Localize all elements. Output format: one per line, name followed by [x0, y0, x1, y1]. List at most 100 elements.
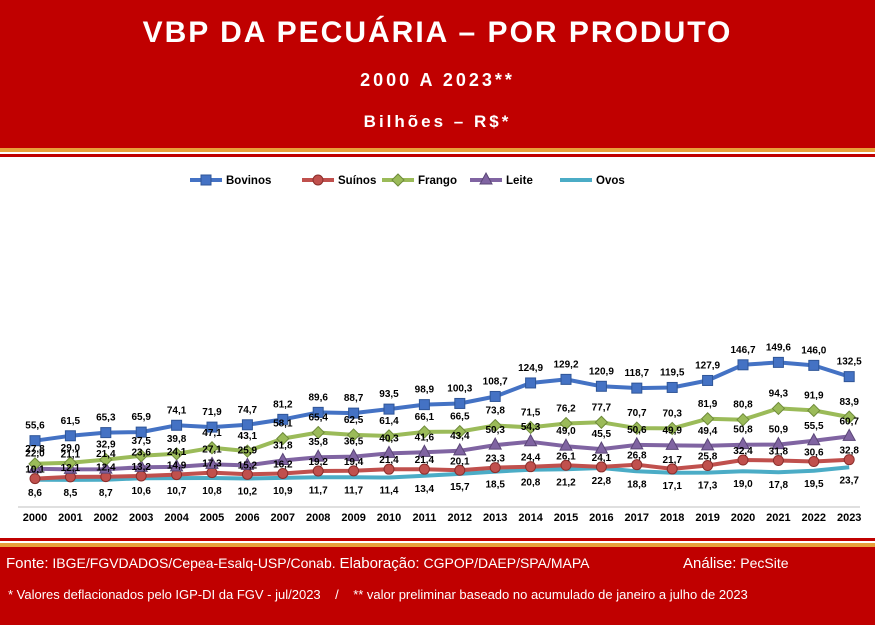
x-tick-label: 2023	[837, 512, 861, 524]
data-label-bovinos: 88,7	[344, 393, 364, 404]
data-label-suinos: 24,1	[592, 453, 612, 464]
point-suinos	[631, 459, 643, 471]
series-line-suinos	[34, 457, 850, 481]
data-label-ovos: 10,2	[238, 487, 258, 498]
x-tick-label: 2008	[306, 512, 330, 524]
point-leite	[417, 444, 432, 457]
source-line: Fonte: IBGE/FGVDADOS/Cepea-Esalq-USP/Con…	[6, 555, 589, 572]
data-label-leite: 49,4	[698, 426, 718, 437]
data-label-suinos: 25,8	[698, 452, 718, 463]
data-label-bovinos: 146,7	[730, 345, 755, 356]
point-leite	[559, 438, 573, 451]
page-subtitle: 2000 A 2023**	[360, 70, 515, 90]
data-label-suinos: 20,1	[450, 456, 470, 467]
legend-label-ovos: Ovos	[596, 175, 625, 187]
data-label-suinos: 13,2	[131, 462, 151, 473]
point-suinos	[843, 454, 855, 466]
series-line-bovinos	[34, 360, 850, 443]
data-label-ovos: 10,8	[202, 486, 222, 497]
data-label-frango: 91,9	[804, 390, 824, 401]
point-leite	[169, 458, 184, 472]
point-leite	[488, 437, 503, 450]
data-label-ovos: 17,3	[698, 481, 718, 492]
data-label-bovinos: 55,6	[25, 421, 45, 432]
data-label-frango: 81,9	[698, 399, 718, 410]
data-label-leite: 24,1	[167, 447, 187, 458]
point-bovinos	[737, 359, 749, 371]
data-label-frango: 61,4	[379, 416, 399, 427]
point-leite	[205, 456, 219, 469]
line-chart: 2000 2001 2002 2003 2004 2005 2006 2007 2008 2009…	[18, 171, 862, 524]
data-label-suinos: 17,3	[202, 459, 222, 470]
data-label-frango: 66,1	[415, 412, 435, 423]
point-suinos	[348, 465, 360, 477]
data-label-ovos: 20,8	[521, 478, 541, 489]
footnote-separator: /	[335, 587, 339, 602]
point-bovinos	[454, 397, 466, 409]
data-label-leite: 31,8	[273, 441, 293, 452]
x-tick-label: 2004	[164, 512, 189, 524]
data-label-bovinos: 146,0	[801, 345, 826, 356]
data-label-frango: 70,7	[627, 408, 647, 419]
data-label-suinos: 10,1	[25, 465, 45, 476]
data-label-suinos: 26,1	[556, 451, 576, 462]
data-label-suinos: 30,6	[804, 448, 824, 459]
divider-stripe	[0, 154, 875, 157]
data-label-suinos: 32,8	[839, 446, 859, 457]
point-bovinos	[702, 374, 714, 386]
data-label-suinos: 23,3	[485, 454, 505, 465]
elaboration-label: Elaboração:	[339, 555, 420, 572]
data-label-bovinos: 132,5	[837, 357, 862, 368]
data-label-suinos: 21,4	[379, 455, 399, 466]
source-label: Fonte:	[6, 555, 49, 572]
source-text: IBGE/FGVDADOS/Cepea-Esalq-USP/Conab.	[52, 555, 336, 571]
point-frango	[417, 425, 432, 439]
data-label-frango: 32,9	[96, 440, 116, 451]
point-suinos	[525, 461, 537, 473]
x-tick-label: 2002	[94, 512, 118, 524]
point-bovinos	[135, 426, 147, 438]
point-frango	[807, 403, 821, 418]
data-label-bovinos: 71,9	[202, 407, 222, 418]
data-label-bovinos: 93,5	[379, 389, 399, 400]
data-label-ovos: 10,7	[167, 486, 187, 497]
x-tick-label: 2013	[483, 512, 507, 524]
data-label-suinos: 15,2	[238, 460, 258, 471]
point-frango	[630, 421, 644, 435]
data-label-suinos: 12,4	[96, 463, 116, 474]
divider-stripe	[0, 543, 875, 547]
data-label-leite: 60,7	[839, 416, 859, 427]
data-label-frango: 39,8	[167, 434, 187, 445]
header-banner: VBP DA PECUÁRIA – POR PRODUTO 2000 A 202…	[0, 0, 875, 148]
data-label-frango: 70,3	[662, 408, 682, 419]
point-frango	[382, 429, 396, 443]
data-label-ovos: 11,7	[344, 485, 363, 496]
divider-stripe	[0, 538, 875, 541]
legend-marker-frango	[391, 173, 405, 187]
point-frango	[240, 444, 255, 458]
legend-label-bovinos: Bovinos	[226, 175, 271, 187]
x-tick-label: 2001	[58, 512, 82, 524]
point-frango	[700, 412, 715, 426]
point-suinos	[666, 463, 678, 475]
footnote-line: * Valores deflacionados pelo IGP-DI da F…	[8, 587, 748, 602]
point-bovinos	[64, 430, 76, 442]
point-bovinos	[560, 373, 572, 385]
data-label-frango: 66,5	[450, 412, 470, 423]
point-bovinos	[348, 407, 360, 419]
data-label-bovinos: 129,2	[553, 359, 578, 370]
x-tick-label: 2010	[377, 512, 401, 524]
legend-label-leite: Leite	[506, 175, 533, 187]
data-label-bovinos: 108,7	[483, 376, 508, 387]
data-label-frango: 43,1	[238, 431, 258, 442]
point-frango	[594, 415, 609, 429]
legend-marker-bovinos	[200, 174, 212, 186]
data-label-leite: 54,3	[521, 422, 541, 433]
point-frango	[346, 428, 361, 442]
x-tick-label: 2016	[589, 512, 613, 524]
point-frango	[205, 441, 219, 455]
data-label-frango: 27,8	[25, 444, 45, 455]
x-tick-label: 2019	[695, 512, 719, 524]
point-leite	[806, 432, 821, 446]
